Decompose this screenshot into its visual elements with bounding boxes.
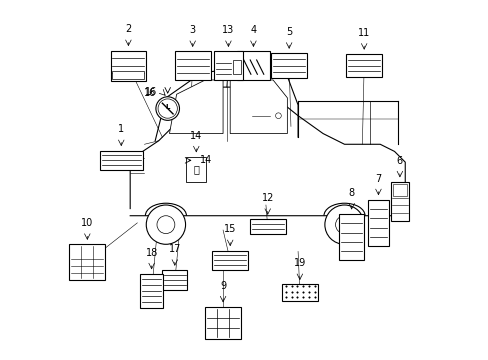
Bar [214,51,242,80]
Text: 14: 14 [200,156,212,165]
Polygon shape [169,80,223,134]
Circle shape [275,113,281,118]
Bar [112,72,144,79]
Text: 9: 9 [220,281,225,291]
Bar [100,150,142,170]
Polygon shape [230,80,287,134]
Bar [237,51,269,80]
Circle shape [157,216,175,234]
Text: 16: 16 [144,87,157,98]
Text: 11: 11 [357,28,369,38]
Text: 6: 6 [396,156,402,166]
Bar [346,54,381,77]
Text: 18: 18 [145,248,158,258]
Text: 13: 13 [222,25,234,35]
Circle shape [146,205,185,244]
Text: 4: 4 [250,25,256,35]
Bar [212,251,247,270]
Text: 3: 3 [189,25,195,35]
Circle shape [158,99,177,118]
Text: 19: 19 [293,258,305,269]
Bar [140,274,163,308]
Text: 1: 1 [118,125,124,134]
Text: 10: 10 [81,218,93,228]
Bar [162,270,187,290]
Text: 2: 2 [125,24,131,35]
Bar [339,214,364,260]
Bar [392,184,406,195]
Bar [69,244,105,280]
Text: 17: 17 [168,244,181,254]
Bar [110,50,146,81]
Text: 16: 16 [144,88,156,98]
Circle shape [156,97,179,120]
Bar [367,200,388,246]
Text: 15: 15 [224,225,236,234]
Bar [186,157,205,182]
Bar [232,60,240,74]
Circle shape [324,205,364,244]
Bar [271,53,306,78]
Text: 👍: 👍 [193,164,199,174]
Text: L: L [165,104,169,110]
Circle shape [335,216,353,234]
Bar [175,51,210,80]
Text: 5: 5 [285,27,292,37]
Text: 7: 7 [375,174,381,184]
Bar [282,284,317,301]
Bar [390,182,408,221]
Text: 8: 8 [348,188,354,198]
Bar [205,307,241,339]
Text: 12: 12 [261,193,273,203]
Text: 14: 14 [190,131,202,141]
Bar [249,219,285,234]
